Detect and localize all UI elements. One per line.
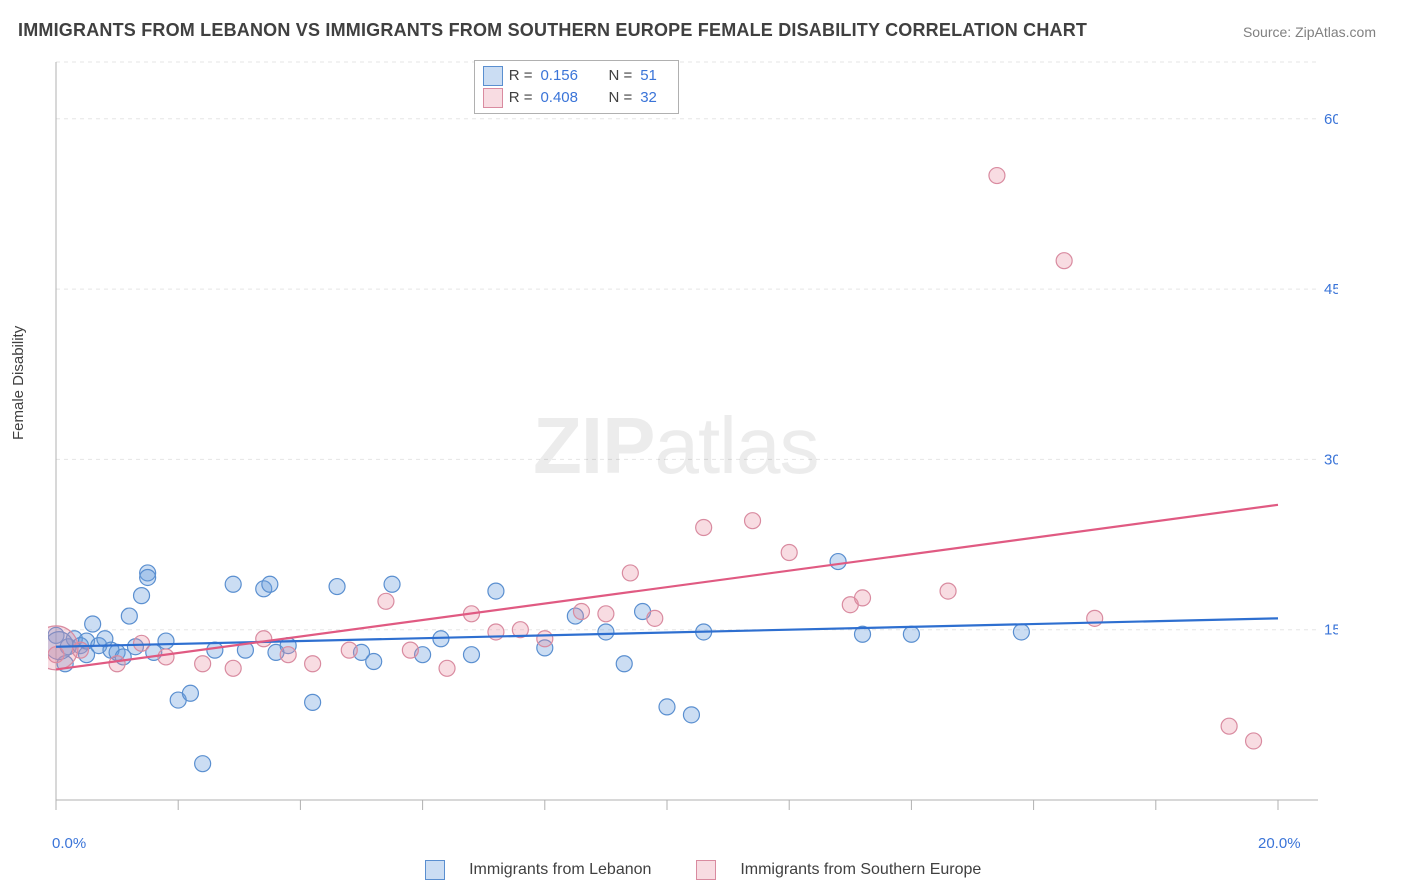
svg-text:45.0%: 45.0% — [1324, 281, 1338, 298]
swatch-southern-europe — [696, 860, 716, 880]
swatch-lebanon — [425, 860, 445, 880]
legend-item-lebanon: Immigrants from Lebanon — [415, 861, 666, 878]
scatter-plot: 15.0% 30.0% 45.0% 60.0% — [48, 58, 1338, 818]
chart-title: IMMIGRANTS FROM LEBANON VS IMMIGRANTS FR… — [18, 20, 1087, 41]
legend-item-southern-europe: Immigrants from Southern Europe — [686, 861, 991, 878]
x-axis-max-label: 20.0% — [1258, 835, 1301, 852]
y-axis-label: Female Disability — [10, 326, 27, 440]
source-prefix: Source: — [1243, 24, 1291, 40]
x-axis-min-label: 0.0% — [52, 835, 86, 852]
source-name: ZipAtlas.com — [1295, 24, 1376, 40]
svg-text:60.0%: 60.0% — [1324, 111, 1338, 128]
legend-label-lebanon: Immigrants from Lebanon — [469, 861, 651, 878]
legend-bottom: Immigrants from Lebanon Immigrants from … — [0, 860, 1406, 880]
legend-top: R =0.156N =51R =0.408N =32 — [474, 60, 680, 114]
svg-text:30.0%: 30.0% — [1324, 451, 1338, 468]
legend-label-southern-europe: Immigrants from Southern Europe — [740, 861, 981, 878]
source-label: Source: ZipAtlas.com — [1243, 24, 1376, 40]
svg-text:15.0%: 15.0% — [1324, 622, 1338, 639]
